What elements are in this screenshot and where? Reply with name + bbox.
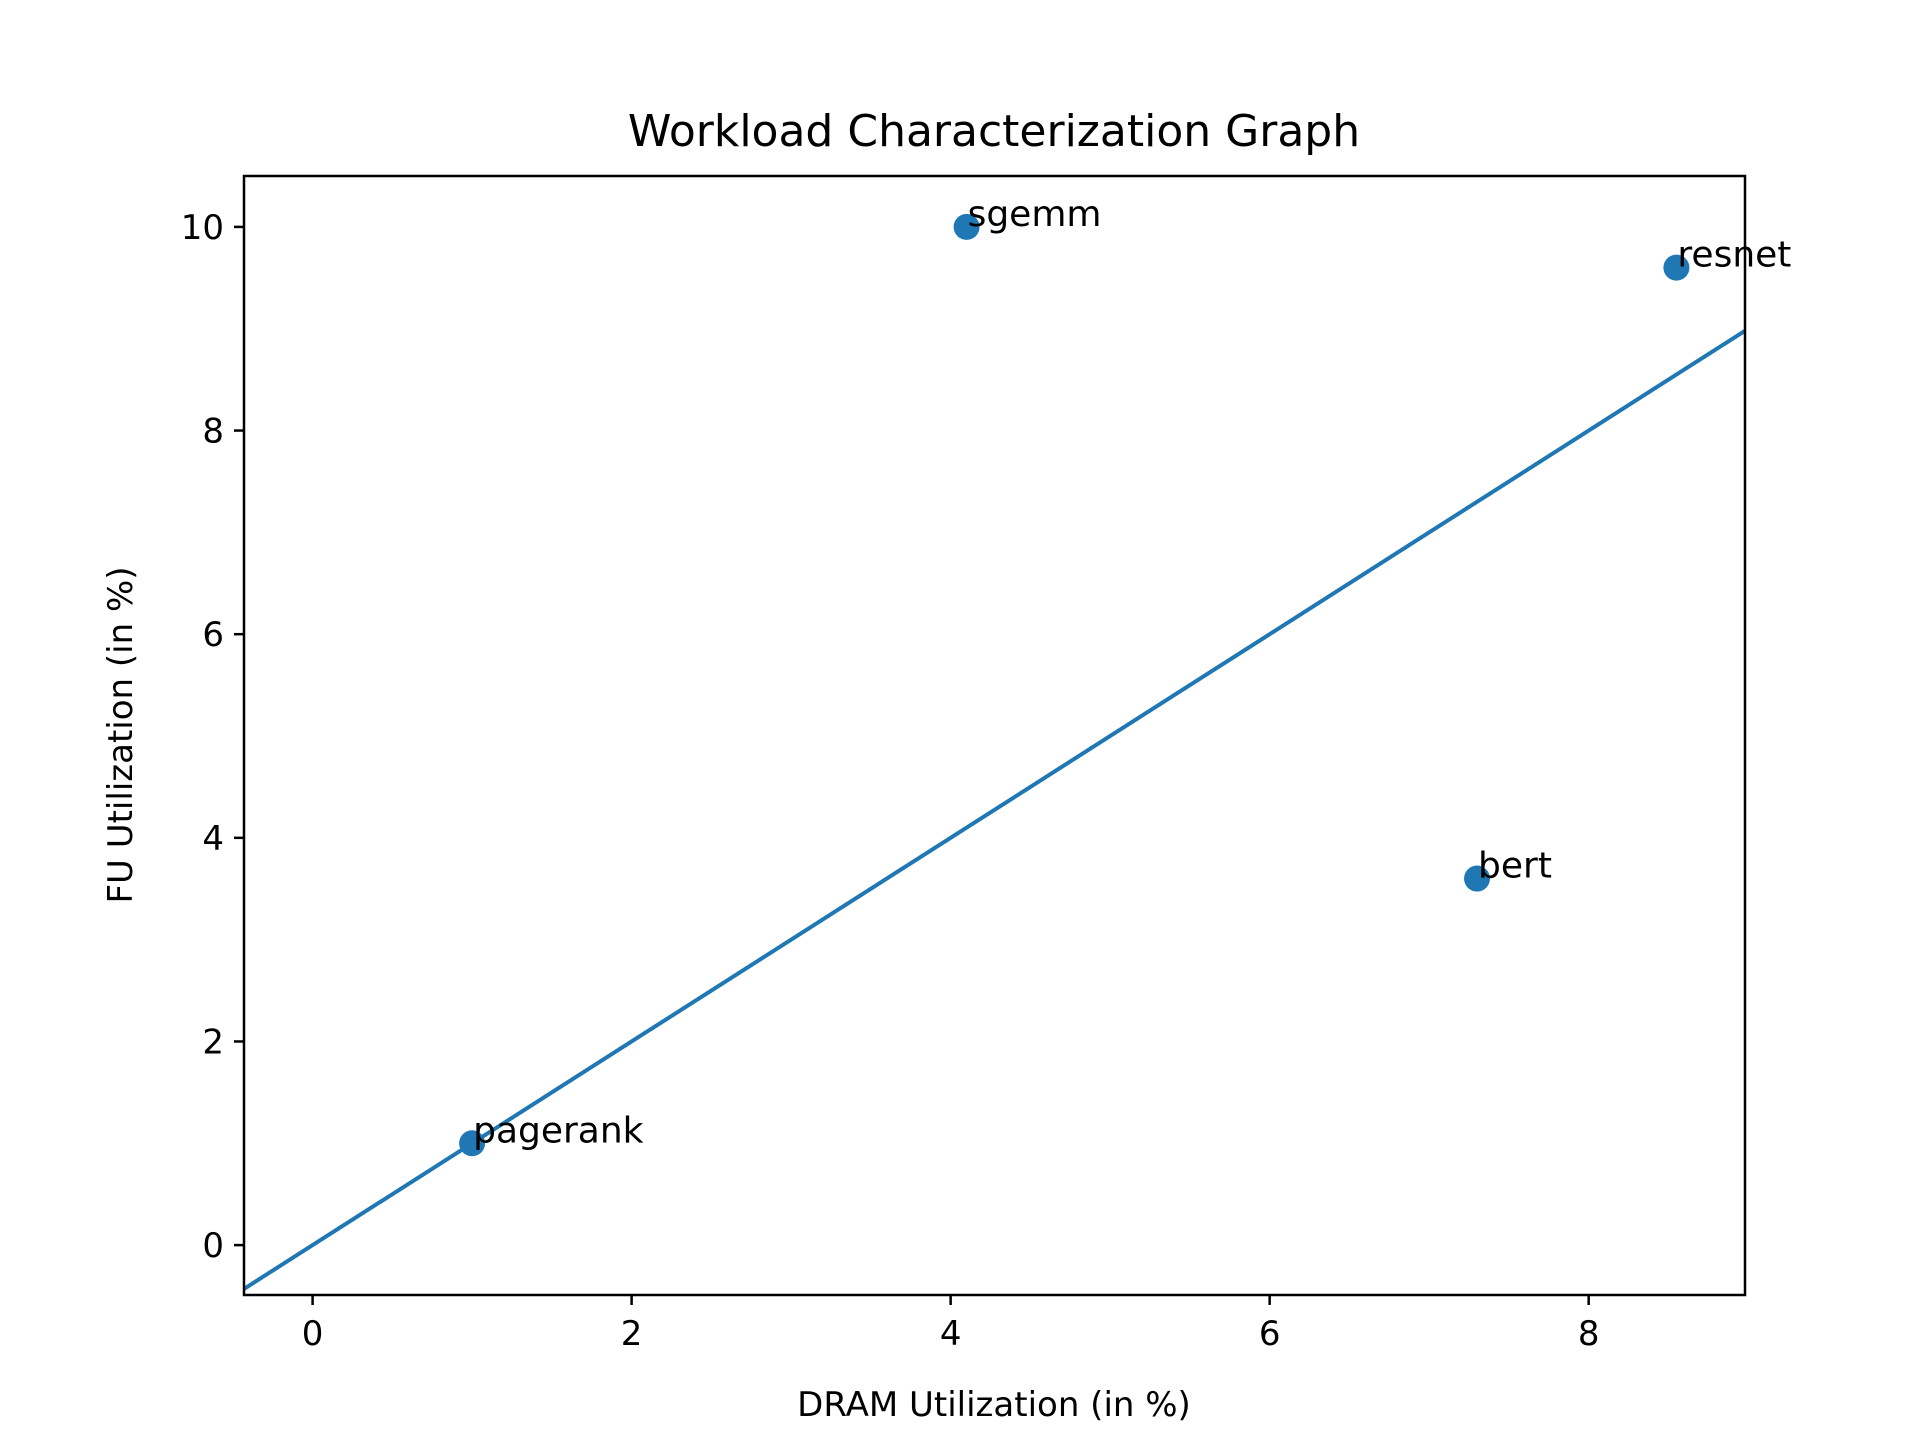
y-tick-label: 10 bbox=[181, 208, 224, 248]
data-point-bert bbox=[1464, 865, 1491, 892]
x-tick-label: 8 bbox=[1578, 1314, 1600, 1354]
data-point-pagerank bbox=[459, 1130, 486, 1157]
x-tick-label: 0 bbox=[302, 1314, 324, 1354]
data-point-sgemm bbox=[953, 213, 980, 240]
data-point-label-bert: bert bbox=[1478, 846, 1552, 887]
x-axis-label: DRAM Utilization (in %) bbox=[797, 1385, 1191, 1425]
data-point-resnet bbox=[1663, 254, 1690, 281]
data-point-label-sgemm: sgemm bbox=[968, 194, 1102, 235]
x-axis-ticks: 0 2 4 6 8 bbox=[302, 1295, 1600, 1354]
data-points bbox=[459, 213, 1690, 1157]
plot-area: pagerank sgemm bert resnet bbox=[242, 194, 1791, 1291]
x-tick-label: 6 bbox=[1259, 1314, 1281, 1354]
data-point-labels: pagerank sgemm bert resnet bbox=[473, 194, 1791, 1151]
y-axis-ticks: 0 2 4 6 8 10 bbox=[181, 208, 244, 1266]
x-tick-label: 2 bbox=[621, 1314, 643, 1354]
chart-title: Workload Characterization Graph bbox=[628, 106, 1360, 157]
y-axis-label: FU Utilization (in %) bbox=[101, 566, 141, 903]
plot-frame bbox=[242, 174, 1747, 1297]
y-tick-label: 2 bbox=[202, 1022, 224, 1062]
x-tick-label: 4 bbox=[940, 1314, 962, 1354]
y-tick-label: 4 bbox=[202, 819, 224, 859]
trend-line bbox=[242, 329, 1747, 1291]
y-tick-label: 6 bbox=[202, 615, 224, 655]
y-tick-label: 0 bbox=[202, 1226, 224, 1266]
data-point-label-resnet: resnet bbox=[1677, 235, 1791, 276]
data-point-label-pagerank: pagerank bbox=[473, 1110, 644, 1151]
y-tick-label: 8 bbox=[202, 412, 224, 452]
